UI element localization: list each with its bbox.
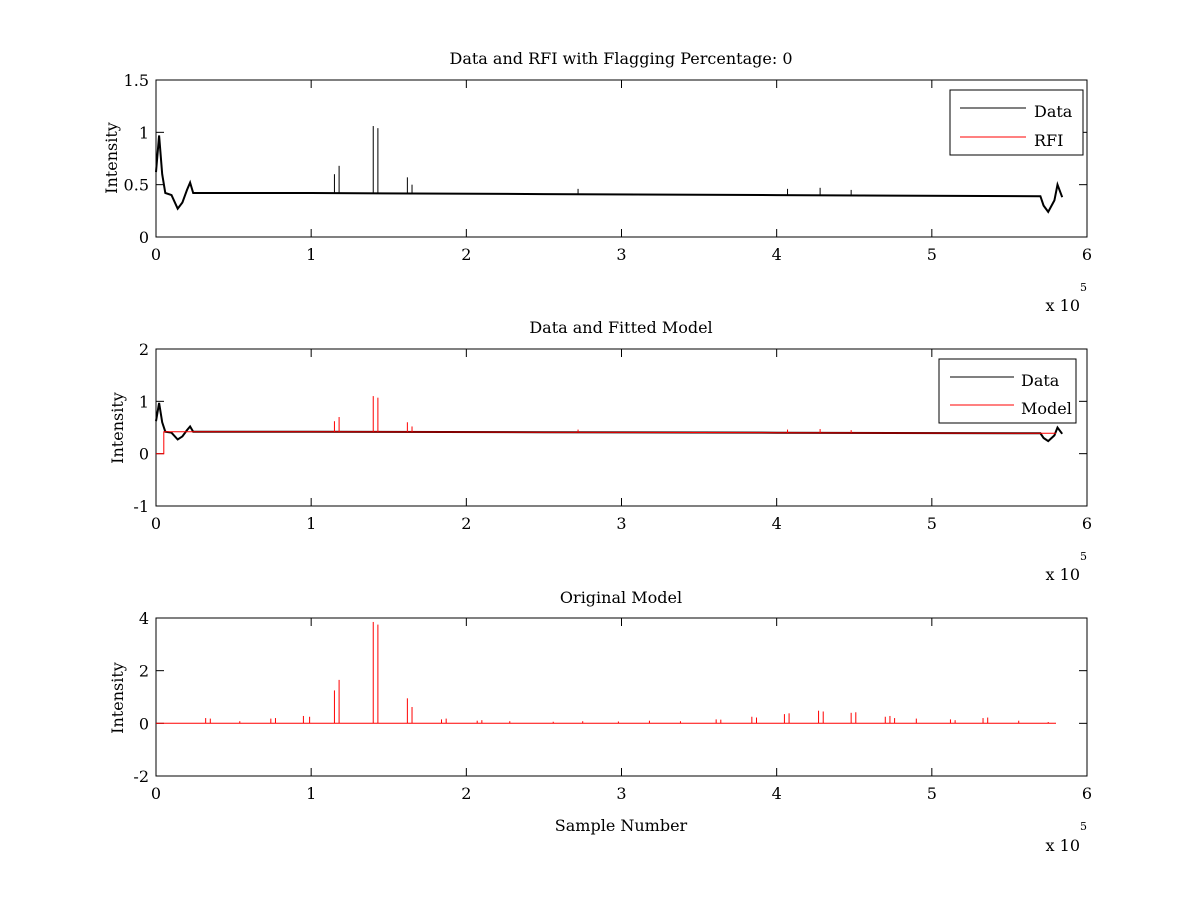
panel-1-title: Data and RFI with Flagging Percentage: 0 [449, 49, 792, 68]
series-line-model [156, 431, 1057, 455]
panel-2-x-multiplier: x 10 [1046, 565, 1080, 584]
y-tick-label: 2 [139, 340, 149, 359]
x-tick-label: 6 [1082, 245, 1092, 264]
panel-1-x-exponent: 5 [1080, 281, 1087, 294]
legend-model-label: Model [1021, 399, 1072, 418]
x-tick-label: 1 [306, 784, 316, 803]
y-tick-label: 0 [139, 714, 149, 733]
x-tick-label: 5 [927, 514, 937, 533]
x-tick-label: 0 [151, 245, 161, 264]
y-tick-label: 0 [139, 228, 149, 247]
panel-2-x-exponent: 5 [1080, 550, 1087, 563]
x-tick-label: 3 [616, 784, 626, 803]
panel-3-title: Original Model [560, 588, 682, 607]
legend-rfi-label: RFI [1034, 131, 1063, 150]
y-tick-label: 1.5 [124, 71, 149, 90]
panel-2-title: Data and Fitted Model [529, 318, 712, 337]
y-tick-label: -2 [133, 767, 149, 786]
panel-3-x-multiplier: x 10 [1046, 836, 1080, 855]
panel-1-ticks: 0 1 2 3 4 5 6 0 0.5 1 1.5 [124, 71, 1093, 264]
y-tick-label: 0 [139, 445, 149, 464]
x-tick-label: 5 [927, 245, 937, 264]
x-tick-label: 2 [461, 245, 471, 264]
panel-1-legend: Data RFI [949, 89, 1084, 156]
panel-3-x-exponent: 5 [1080, 820, 1087, 833]
x-tick-label: 3 [616, 245, 626, 264]
x-tick-label: 6 [1082, 784, 1092, 803]
panel-1-plot-area [155, 126, 1064, 214]
x-tick-label: 2 [461, 514, 471, 533]
x-tick-label: 0 [151, 784, 161, 803]
panel-1-ylabel: Intensity [102, 122, 121, 194]
y-tick-label: -1 [133, 497, 149, 516]
x-tick-label: 4 [772, 245, 782, 264]
x-tick-label: 0 [151, 514, 161, 533]
legend-data-label-2: Data [1021, 371, 1060, 390]
x-tick-label: 1 [306, 514, 316, 533]
x-tick-label: 4 [772, 784, 782, 803]
y-tick-label: 0.5 [124, 176, 149, 195]
legend-data-label: Data [1034, 102, 1073, 121]
panel-2-axes [155, 348, 1088, 507]
y-tick-label: 4 [139, 609, 149, 628]
y-tick-label: 2 [139, 662, 149, 681]
series-line-data [155, 135, 1064, 214]
y-tick-label: 1 [139, 392, 149, 411]
panel-1-axes [155, 79, 1088, 238]
panel-2-legend: Data Model [938, 358, 1077, 424]
panel-3-axes [155, 617, 1088, 777]
x-tick-label: 2 [461, 784, 471, 803]
panel-1: Data and RFI with Flagging Percentage: 0… [102, 49, 1092, 315]
panel-2-plot-area [155, 396, 1064, 455]
panel-1-x-multiplier: x 10 [1046, 296, 1080, 315]
panel-2-legend-box [938, 358, 1077, 424]
x-tick-label: 1 [306, 245, 316, 264]
panel-3-plot-area [156, 621, 1056, 724]
x-tick-label: 6 [1082, 514, 1092, 533]
x-tick-label: 3 [616, 514, 626, 533]
panel-1-legend-box [949, 89, 1084, 156]
x-tick-label: 5 [927, 784, 937, 803]
y-tick-label: 1 [139, 123, 149, 142]
panel-2-ylabel: Intensity [108, 392, 127, 464]
x-tick-label: 4 [772, 514, 782, 533]
panel-3-xlabel: Sample Number [555, 816, 688, 835]
panel-3-ylabel: Intensity [108, 662, 127, 734]
